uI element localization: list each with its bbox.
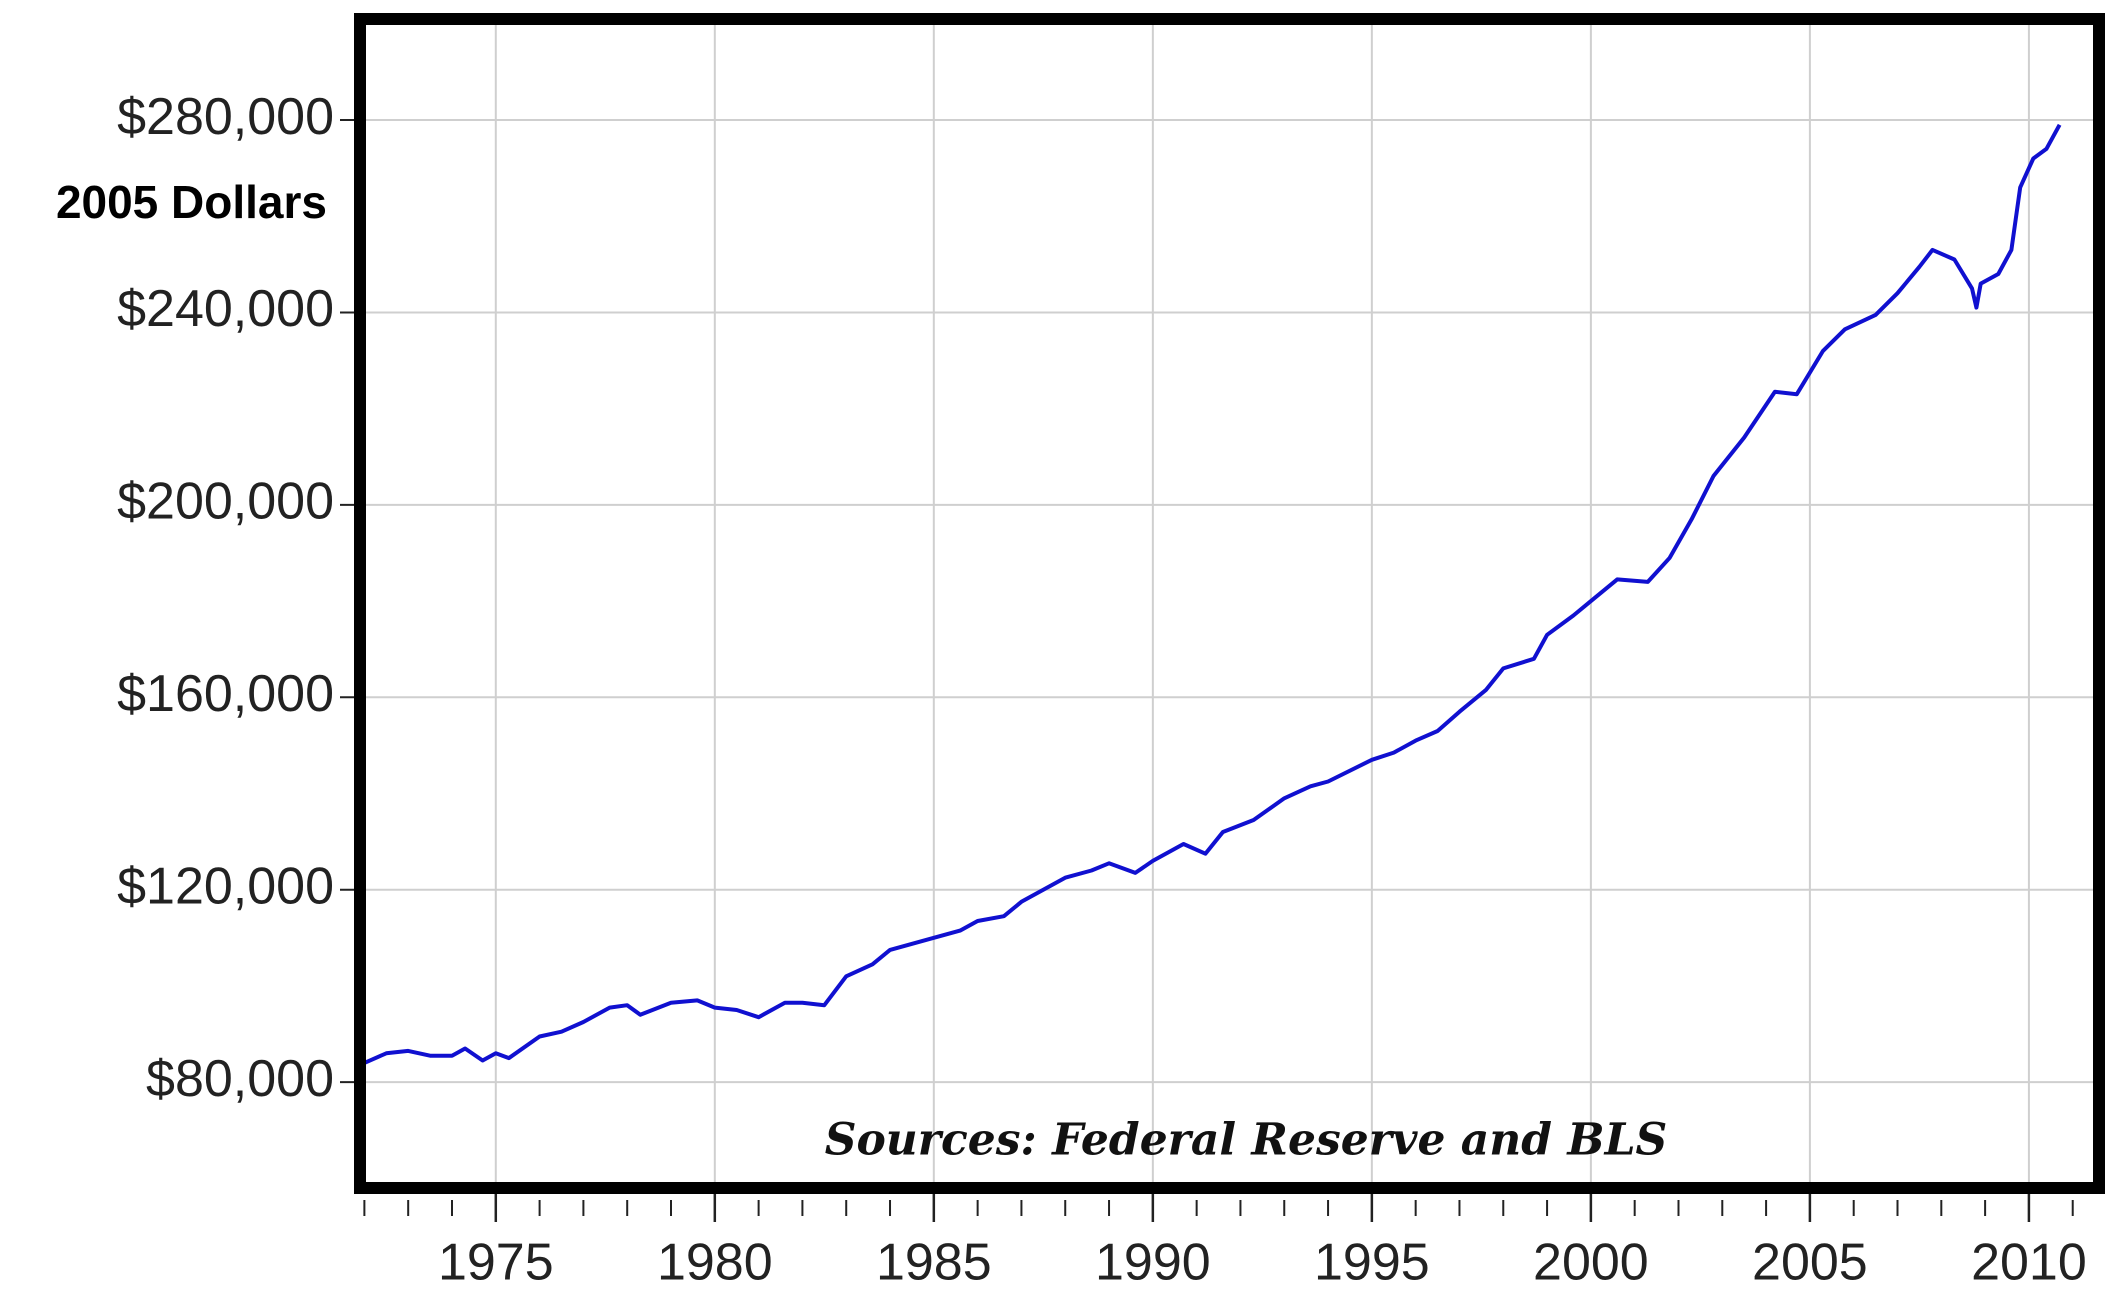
y-tick-label: $200,000 [117, 473, 334, 531]
plot-frame [354, 13, 2105, 1194]
y-tick-label: $280,000 [117, 88, 334, 146]
y-tick-label: $160,000 [117, 665, 334, 723]
x-tick-label: 1985 [876, 1234, 992, 1292]
y-tick-label: $80,000 [146, 1050, 334, 1108]
y-tick-label: $240,000 [117, 280, 334, 338]
x-tick-label: 1980 [657, 1234, 773, 1292]
x-tick-label: 1995 [1314, 1234, 1430, 1292]
x-tick-label: 1975 [438, 1234, 554, 1292]
line [363, 123, 2062, 1065]
x-tick-label: 2010 [1971, 1234, 2087, 1292]
x-tick-label: 1990 [1095, 1234, 1211, 1292]
y-tick-label: $120,000 [117, 857, 334, 915]
x-tick-label: 2005 [1752, 1234, 1868, 1292]
y-axis-label: 2005 Dollars [56, 176, 327, 228]
annotation: Sources: Federal Reserve and BLS [825, 1115, 1668, 1166]
x-tick-label: 2000 [1533, 1234, 1649, 1292]
